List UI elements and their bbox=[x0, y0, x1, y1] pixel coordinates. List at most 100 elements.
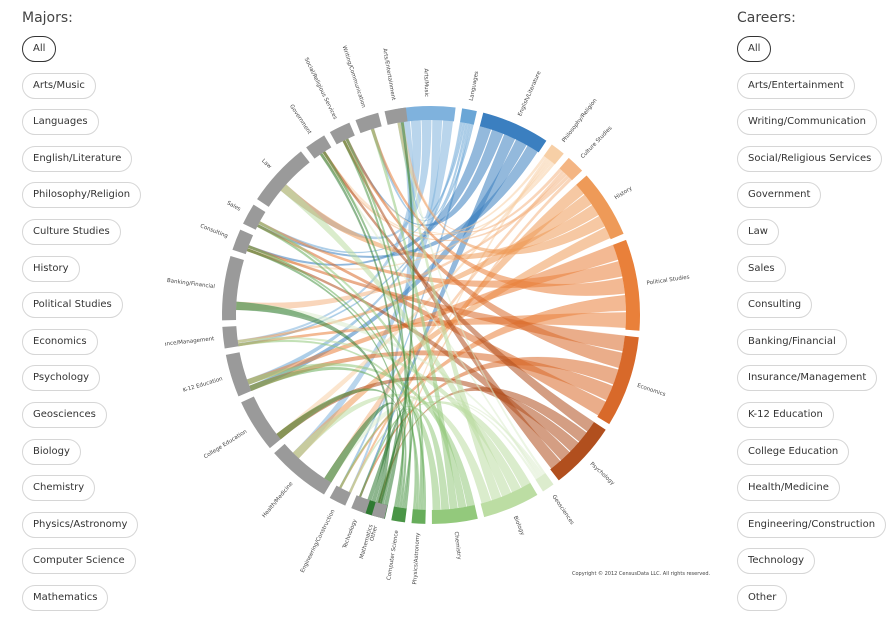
career-filter-consulting-button[interactable]: Consulting bbox=[737, 292, 813, 319]
arc-career-banking-financial[interactable] bbox=[222, 256, 244, 321]
career-filter-social-religious-services-button[interactable]: Social/Religious Services bbox=[737, 145, 883, 172]
career-item-wrapper: Social/Religious Services bbox=[737, 145, 886, 183]
career-filter-engineering-construction-button[interactable]: Engineering/Construction bbox=[737, 511, 887, 538]
label-career-consulting: Consulting bbox=[199, 223, 228, 239]
label-career-k-12-education: K-12 Education bbox=[182, 376, 224, 394]
arc-career-technology[interactable] bbox=[351, 495, 370, 514]
major-item-wrapper: All bbox=[22, 36, 141, 73]
careers-panel: Careers: All Arts/Entertainment Writing/Co… bbox=[737, 8, 887, 622]
label-career-banking-financial: Banking/Financial bbox=[167, 278, 216, 290]
career-filter-sales-button[interactable]: Sales bbox=[737, 255, 786, 282]
career-filter-insurance-management-button[interactable]: Insurance/Management bbox=[737, 365, 878, 392]
major-filter-english-literature-button[interactable]: English/Literature bbox=[22, 145, 133, 172]
career-filter-government-button[interactable]: Government bbox=[737, 182, 822, 209]
label-career-arts-entertainment: Arts/Entertainment bbox=[381, 48, 396, 102]
arc-career-health-medicine[interactable] bbox=[274, 443, 332, 495]
chord-ribbon bbox=[348, 400, 531, 494]
major-filter-all-button[interactable]: All bbox=[22, 36, 57, 62]
career-item-wrapper: Other bbox=[737, 584, 886, 622]
major-filter-political-studies-button[interactable]: Political Studies bbox=[22, 292, 123, 319]
major-item-wrapper: Arts/Music bbox=[22, 72, 141, 110]
arc-career-insurance-management[interactable] bbox=[222, 326, 239, 349]
career-filter-college-education-button[interactable]: College Education bbox=[737, 438, 850, 465]
arc-career-sales[interactable] bbox=[243, 204, 266, 230]
arc-major-history[interactable] bbox=[576, 175, 624, 240]
arc-career-consulting[interactable] bbox=[232, 229, 254, 255]
arc-career-government[interactable] bbox=[306, 135, 332, 159]
major-filter-history-button[interactable]: History bbox=[22, 255, 80, 282]
label-career-insurance-management: Insurance/Management bbox=[165, 336, 215, 349]
major-filter-culture-studies-button[interactable]: Culture Studies bbox=[22, 218, 121, 245]
arc-career-other[interactable] bbox=[371, 502, 388, 519]
arc-major-languages[interactable] bbox=[460, 108, 477, 125]
career-filter-writing-communication-button[interactable]: Writing/Communication bbox=[737, 109, 877, 136]
career-filter-technology-button[interactable]: Technology bbox=[737, 548, 816, 575]
arc-career-college-education[interactable] bbox=[241, 396, 281, 449]
career-item-wrapper: College Education bbox=[737, 438, 886, 476]
label-major-geosciences: Geosciences bbox=[550, 494, 574, 526]
arc-major-arts-music[interactable] bbox=[397, 105, 456, 123]
arc-major-computer-science[interactable] bbox=[391, 506, 407, 523]
label-career-social-religious-services: Social/Religious Services bbox=[303, 57, 338, 121]
major-filter-arts-music-button[interactable]: Arts/Music bbox=[22, 72, 96, 99]
major-filter-mathematics-button[interactable]: Mathematics bbox=[22, 584, 109, 611]
chord-ribbon bbox=[383, 121, 415, 506]
arc-career-social-religious-services[interactable] bbox=[329, 122, 355, 145]
major-filter-physics-astronomy-button[interactable]: Physics/Astronomy bbox=[22, 511, 139, 538]
career-item-wrapper: Technology bbox=[737, 548, 886, 585]
label-major-culture-studies: Culture Studies bbox=[580, 125, 614, 160]
chord-diagram[interactable]: Arts/Music Languages English/Literature Phi… bbox=[165, 35, 735, 595]
arc-major-psychology[interactable] bbox=[550, 422, 606, 481]
arc-career-k-12-education[interactable] bbox=[225, 352, 252, 397]
careers-title: Careers: bbox=[737, 10, 796, 26]
major-filter-philosophy-religion-button[interactable]: Philosophy/Religion bbox=[22, 182, 142, 209]
arc-major-philosophy-religion[interactable] bbox=[543, 144, 564, 165]
career-item-wrapper: Engineering/Construction bbox=[737, 511, 887, 549]
major-filter-computer-science-button[interactable]: Computer Science bbox=[22, 548, 136, 575]
career-filter-all-button[interactable]: All bbox=[737, 36, 772, 62]
career-filter-arts-entertainment-button[interactable]: Arts/Entertainment bbox=[737, 72, 855, 99]
arc-major-english-literature[interactable] bbox=[479, 112, 547, 153]
career-filter-law-button[interactable]: Law bbox=[737, 218, 779, 245]
arc-career-law[interactable] bbox=[257, 151, 310, 207]
career-filter-banking-financial-button[interactable]: Banking/Financial bbox=[737, 328, 847, 355]
label-major-physics-astronomy: Physics/Astronomy bbox=[412, 532, 421, 585]
major-item-wrapper: Geosciences bbox=[22, 401, 141, 439]
major-item-wrapper: Biology bbox=[22, 438, 141, 476]
arc-major-political-studies[interactable] bbox=[612, 239, 640, 331]
majors-title: Majors: bbox=[22, 10, 73, 26]
career-filter-k-12-education-button[interactable]: K-12 Education bbox=[737, 401, 834, 428]
arc-major-culture-studies[interactable] bbox=[559, 157, 583, 181]
career-item-wrapper: Consulting bbox=[737, 292, 886, 329]
label-major-political-studies: Political Studies bbox=[646, 274, 690, 286]
career-item-wrapper: K-12 Education bbox=[737, 401, 886, 439]
major-item-wrapper: English/Literature bbox=[22, 145, 141, 183]
label-major-languages: Languages bbox=[469, 71, 480, 102]
major-filter-chemistry-button[interactable]: Chemistry bbox=[22, 475, 96, 502]
arc-major-biology[interactable] bbox=[480, 482, 538, 518]
career-filter-other-button[interactable]: Other bbox=[737, 584, 788, 611]
career-item-wrapper: Health/Medicine bbox=[737, 475, 886, 512]
label-career-technology: Technology bbox=[342, 518, 359, 551]
major-filter-biology-button[interactable]: Biology bbox=[22, 438, 81, 465]
arc-career-engineering-construction[interactable] bbox=[329, 485, 351, 506]
label-career-government: Government bbox=[288, 104, 312, 137]
label-major-history: History bbox=[614, 185, 634, 201]
major-item-wrapper: Chemistry bbox=[22, 475, 141, 512]
major-filter-languages-button[interactable]: Languages bbox=[22, 109, 99, 136]
arc-major-chemistry[interactable] bbox=[431, 505, 478, 524]
career-item-wrapper: Government bbox=[737, 182, 886, 219]
arc-major-geosciences[interactable] bbox=[535, 472, 554, 492]
arc-career-writing-communication[interactable] bbox=[355, 112, 382, 134]
major-filter-geosciences-button[interactable]: Geosciences bbox=[22, 401, 107, 428]
career-item-wrapper: All bbox=[737, 36, 886, 73]
career-item-wrapper: Sales bbox=[737, 255, 886, 293]
major-item-wrapper: Culture Studies bbox=[22, 218, 141, 256]
arc-major-economics[interactable] bbox=[597, 335, 639, 425]
label-career-health-medicine: Health/Medicine bbox=[261, 481, 294, 520]
career-filter-health-medicine-button[interactable]: Health/Medicine bbox=[737, 475, 840, 502]
major-filter-psychology-button[interactable]: Psychology bbox=[22, 365, 101, 392]
major-filter-economics-button[interactable]: Economics bbox=[22, 328, 98, 355]
arc-career-arts-entertainment[interactable] bbox=[384, 107, 408, 125]
arc-major-physics-astronomy[interactable] bbox=[411, 509, 426, 524]
